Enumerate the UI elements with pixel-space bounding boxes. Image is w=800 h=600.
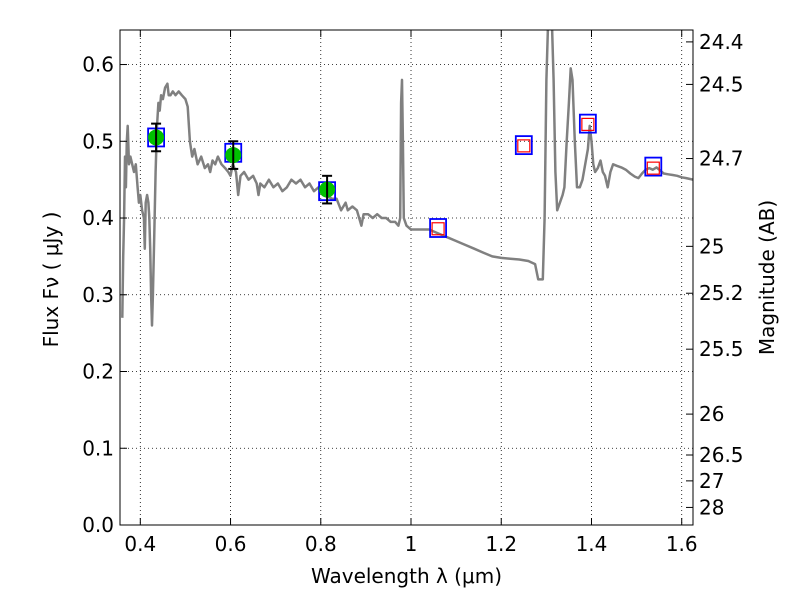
y-tick-label: 0.5 <box>82 129 114 153</box>
x-tick-label: 0.4 <box>124 532 156 556</box>
y2-tick-label: 24.7 <box>699 147 744 171</box>
y-tick-label: 0.2 <box>82 360 114 384</box>
y2-tick-label: 27 <box>699 469 724 493</box>
x-axis-ticks: 0.4 0.6 0.8 1 1.2 1.4 1.6 <box>124 30 698 556</box>
y2-tick-label: 26.5 <box>699 443 744 467</box>
upper-limit-marker <box>581 117 595 131</box>
model-sed-layer <box>121 30 693 327</box>
y-tick-label: 0.0 <box>82 513 114 537</box>
x-tick-label: 1 <box>405 532 418 556</box>
y2-tick-label: 26 <box>699 402 724 426</box>
y2-tick-label: 28 <box>699 495 724 519</box>
model-sed-line <box>121 30 693 327</box>
y-tick-label: 0.4 <box>82 206 114 230</box>
model-band-square <box>578 113 597 134</box>
y2-tick-label: 24.4 <box>699 30 744 54</box>
y2-axis-label: Magnitude (AB) <box>755 200 779 355</box>
x-tick-label: 1.4 <box>576 532 608 556</box>
plot-frame <box>119 29 694 526</box>
upper-limit-marker <box>646 161 660 175</box>
x-tick-label: 0.6 <box>215 532 247 556</box>
x-tick-label: 1.2 <box>485 532 517 556</box>
model-band-square <box>644 156 663 177</box>
x-tick-label: 0.8 <box>305 532 337 556</box>
y2-tick-label: 25.5 <box>699 337 744 361</box>
y-axis-label: Flux Fν ( μJy ) <box>39 212 63 348</box>
y2-tick-label: 25 <box>699 234 724 258</box>
photometry-layer <box>147 113 663 238</box>
upper-limit-marker <box>431 222 445 236</box>
model-band-square <box>429 218 447 238</box>
x-tick-label: 1.6 <box>666 532 698 556</box>
x-axis-label: Wavelength λ (μm) <box>311 564 502 588</box>
model-band-square <box>514 135 533 156</box>
y-axis-ticks: 0.0 0.1 0.2 0.3 0.4 0.5 0.6 <box>82 53 127 537</box>
y2-tick-label: 24.5 <box>699 72 744 96</box>
upper-limit-marker <box>517 139 531 153</box>
y2-tick-label: 25.2 <box>699 281 744 305</box>
y-tick-label: 0.6 <box>82 53 114 77</box>
y-tick-label: 0.3 <box>82 283 114 307</box>
y-tick-label: 0.1 <box>82 436 114 460</box>
grid-lines <box>120 30 693 526</box>
